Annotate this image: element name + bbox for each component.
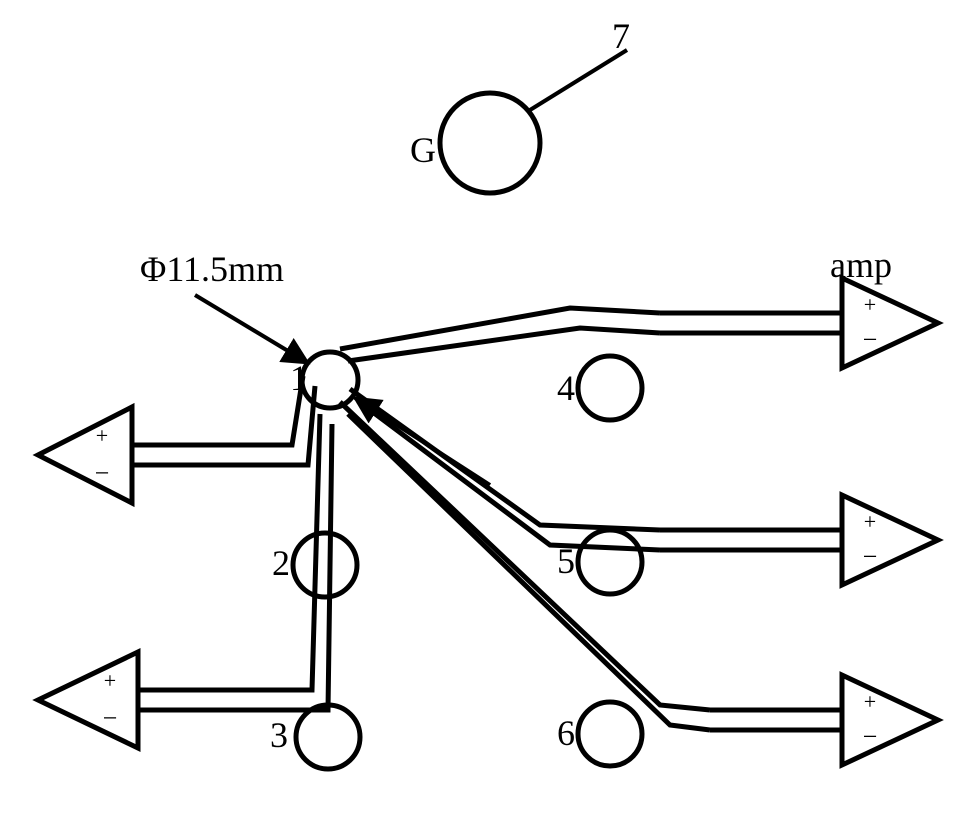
electrode-3-label: 3	[270, 715, 288, 755]
electrode-4-label: 4	[557, 368, 575, 408]
electrode-3	[296, 705, 360, 769]
electrode-5	[578, 530, 642, 594]
callout-7-line	[530, 50, 627, 110]
amp-3-minus: −	[863, 542, 878, 571]
electrode-6	[578, 702, 642, 766]
amp-4-minus: −	[863, 722, 878, 751]
amp-3-plus: +	[864, 509, 876, 534]
amp-0-minus: −	[95, 458, 110, 487]
amp-1-plus: +	[104, 668, 116, 693]
amp-4-trace-top	[340, 402, 710, 710]
diameter-arrow	[195, 295, 308, 363]
electrode-4	[578, 356, 642, 420]
amp-1-triangle	[38, 652, 138, 748]
electrode-2	[293, 533, 357, 597]
amp-2-triangle	[842, 278, 938, 368]
amp-0-plus: +	[96, 423, 108, 448]
electrode-G-label: G	[410, 130, 436, 170]
amp-3-triangle	[842, 495, 938, 585]
electrode-6-label: 6	[557, 713, 575, 753]
amp-4-triangle	[842, 675, 938, 765]
callout-7-label: 7	[612, 16, 630, 56]
diameter-label: Φ11.5mm	[140, 249, 284, 289]
amp-2-minus: −	[863, 325, 878, 354]
amp-1-minus: −	[103, 703, 118, 732]
electrode-G	[440, 93, 540, 193]
electrode-2-label: 2	[272, 543, 290, 583]
amp-2-plus: +	[864, 292, 876, 317]
amp-label: amp	[830, 245, 892, 285]
amp-0-triangle	[38, 407, 132, 503]
amp-4-plus: +	[864, 689, 876, 714]
